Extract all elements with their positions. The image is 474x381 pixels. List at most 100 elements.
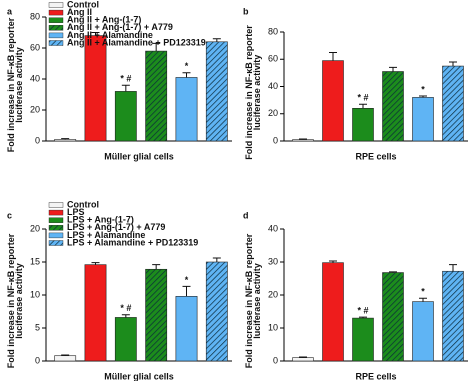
- bar: [442, 270, 464, 362]
- legend-label: LPS + Alamandine: [67, 230, 145, 240]
- y-axis-label: Fold increase in NF-κB reporterluciferas…: [244, 233, 262, 368]
- legend-label: Ang II + Ang-(1-7) + A779: [67, 22, 173, 32]
- legend-swatch: [48, 225, 64, 231]
- error-bar: [329, 51, 337, 61]
- bar: [84, 264, 107, 362]
- legend-label: LPS + Alamandine + PD123319: [67, 237, 198, 247]
- legend-swatch: [48, 32, 64, 39]
- error-bar: [61, 138, 70, 140]
- bar: [292, 357, 314, 362]
- y-tick-label: 80: [30, 11, 40, 21]
- bar: [175, 296, 198, 362]
- bar: [54, 355, 77, 362]
- error-bar: [299, 356, 307, 358]
- bar: [412, 301, 434, 362]
- bar: [175, 77, 198, 142]
- y-tick-label: 0: [35, 135, 40, 145]
- bar: [205, 261, 228, 362]
- y-axis-label-line: Fold increase in NF-κB reporter: [6, 233, 16, 368]
- error-bar: [299, 138, 307, 140]
- x-axis-label: Müller glial cells: [104, 371, 174, 381]
- y-axis-label: Fold increase in NF-κB reporterluciferas…: [6, 233, 24, 368]
- legend-label: Ang II + Alamandine: [67, 30, 153, 40]
- error-bar: [419, 297, 427, 302]
- y-tick-label: 60: [268, 54, 278, 64]
- error-bar: [152, 264, 161, 270]
- y-tick-label: 0: [273, 135, 278, 145]
- bar: [145, 50, 168, 142]
- error-bar: [329, 260, 337, 263]
- y-axis-label-line: Fold increase in NF-κB reporter: [244, 25, 254, 160]
- legend-swatch: [48, 232, 64, 239]
- bar: [442, 65, 464, 142]
- significance-label: * #: [120, 74, 131, 84]
- bar: [412, 97, 434, 142]
- error-bar: [182, 72, 191, 78]
- y-axis-label-line: Fold increase in NF-κB reporter: [244, 233, 254, 368]
- significance-label: *: [185, 275, 189, 285]
- legend-swatch: [48, 202, 64, 208]
- significance-label: *: [421, 84, 425, 94]
- bar: [322, 262, 344, 362]
- legend-swatch: [48, 9, 64, 16]
- significance-label: *: [421, 287, 425, 297]
- y-tick-label: 20: [268, 289, 278, 299]
- legend-label: LPS + Ang-(1-7): [67, 215, 134, 225]
- error-bar: [212, 38, 221, 42]
- bar: [352, 317, 374, 362]
- legend-swatch: [48, 2, 64, 8]
- legend-label: Control: [67, 199, 99, 209]
- bar: [114, 317, 137, 362]
- error-bar: [449, 61, 457, 67]
- error-bar: [91, 262, 100, 265]
- legend-label: Ang II: [67, 7, 92, 17]
- bar: [382, 272, 404, 362]
- bar: [322, 60, 344, 142]
- y-axis-label: Fold increase in NF-κB reporterluciferas…: [244, 25, 262, 160]
- panel-label: a: [7, 6, 13, 16]
- y-axis-label-line: luciferase activity: [252, 263, 262, 339]
- y-axis-label-line: Fold increase in NF-κB reporter: [6, 17, 16, 152]
- y-axis-label-line: luciferase activity: [14, 47, 24, 123]
- y-tick-label: 40: [268, 223, 278, 233]
- legend-swatch: [48, 40, 64, 46]
- bar: [54, 139, 77, 142]
- significance-label: * #: [120, 303, 131, 313]
- bar: [114, 91, 137, 142]
- legend-swatch: [48, 240, 64, 246]
- y-tick-label: 0: [273, 355, 278, 365]
- error-bar: [419, 95, 427, 98]
- x-axis-label: RPE cells: [355, 151, 396, 161]
- y-tick-label: 60: [30, 42, 40, 52]
- y-axis-label: Fold increase in NF-κB reporterluciferas…: [6, 17, 24, 152]
- legend-label: LPS + Ang-(1-7) + A779: [67, 222, 165, 232]
- panel-label: c: [7, 210, 12, 220]
- legend-swatch: [48, 25, 64, 31]
- y-tick-label: 20: [30, 104, 40, 114]
- significance-label: *: [185, 61, 189, 71]
- legend-label: Control: [67, 0, 99, 9]
- y-tick-label: 0: [35, 355, 40, 365]
- y-tick-label: 40: [268, 81, 278, 91]
- y-tick-label: 15: [30, 256, 40, 266]
- panel-label: d: [243, 210, 249, 220]
- legend-label: LPS: [67, 207, 85, 217]
- legend-swatch: [48, 17, 64, 23]
- bar: [382, 71, 404, 142]
- error-bar: [182, 285, 191, 297]
- bar: [352, 108, 374, 142]
- y-tick-label: 40: [30, 73, 40, 83]
- legend-label: Ang II + Alamandine + PD123319: [67, 37, 206, 47]
- bar: [145, 268, 168, 362]
- y-axis-label-line: luciferase activity: [252, 55, 262, 131]
- error-bar: [212, 257, 221, 262]
- x-axis-label: Müller glial cells: [104, 151, 174, 161]
- error-bar: [389, 271, 397, 273]
- legend-swatch: [48, 209, 64, 216]
- y-tick-label: 30: [268, 256, 278, 266]
- legend-swatch: [48, 217, 64, 223]
- error-bar: [359, 316, 367, 319]
- error-bar: [359, 103, 367, 109]
- panel-label: b: [243, 6, 249, 16]
